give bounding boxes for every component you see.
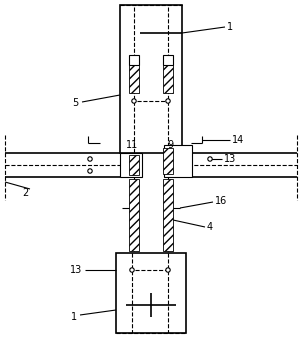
- Bar: [163, 55, 173, 65]
- Bar: [129, 65, 139, 93]
- Bar: [120, 153, 142, 177]
- Text: 9: 9: [167, 140, 173, 150]
- Text: 1: 1: [71, 312, 77, 322]
- Circle shape: [208, 157, 212, 161]
- Bar: [129, 55, 139, 65]
- Text: 14: 14: [232, 135, 244, 145]
- Bar: [163, 148, 173, 174]
- Circle shape: [130, 268, 134, 272]
- Text: 1: 1: [227, 22, 233, 32]
- Text: 11: 11: [126, 140, 138, 150]
- Bar: [116, 253, 186, 333]
- Text: 13: 13: [224, 154, 236, 164]
- Text: 13: 13: [70, 265, 82, 275]
- Text: 5: 5: [72, 98, 78, 108]
- Bar: [163, 179, 173, 251]
- Bar: [164, 145, 192, 177]
- Circle shape: [88, 169, 92, 173]
- Bar: [129, 155, 139, 175]
- Circle shape: [132, 99, 136, 103]
- Text: 16: 16: [215, 196, 227, 206]
- Circle shape: [88, 157, 92, 161]
- Bar: [120, 5, 182, 153]
- Circle shape: [166, 99, 170, 103]
- Text: 4: 4: [207, 222, 213, 232]
- Bar: [163, 65, 173, 93]
- Bar: [129, 179, 139, 251]
- Circle shape: [166, 268, 170, 272]
- Text: 2: 2: [22, 188, 28, 198]
